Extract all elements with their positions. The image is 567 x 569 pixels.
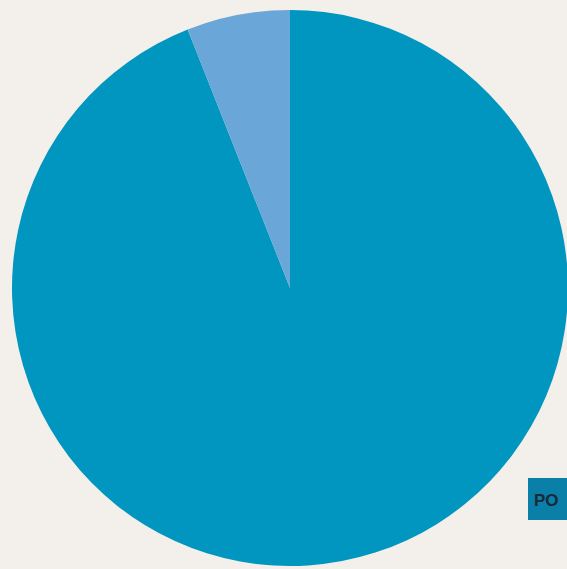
chart: PO [0, 0, 567, 569]
annotation-box [528, 478, 567, 520]
pie [12, 10, 567, 566]
pie-slice [188, 10, 290, 288]
annotation: PO [534, 491, 559, 510]
pie-slice [12, 10, 567, 566]
